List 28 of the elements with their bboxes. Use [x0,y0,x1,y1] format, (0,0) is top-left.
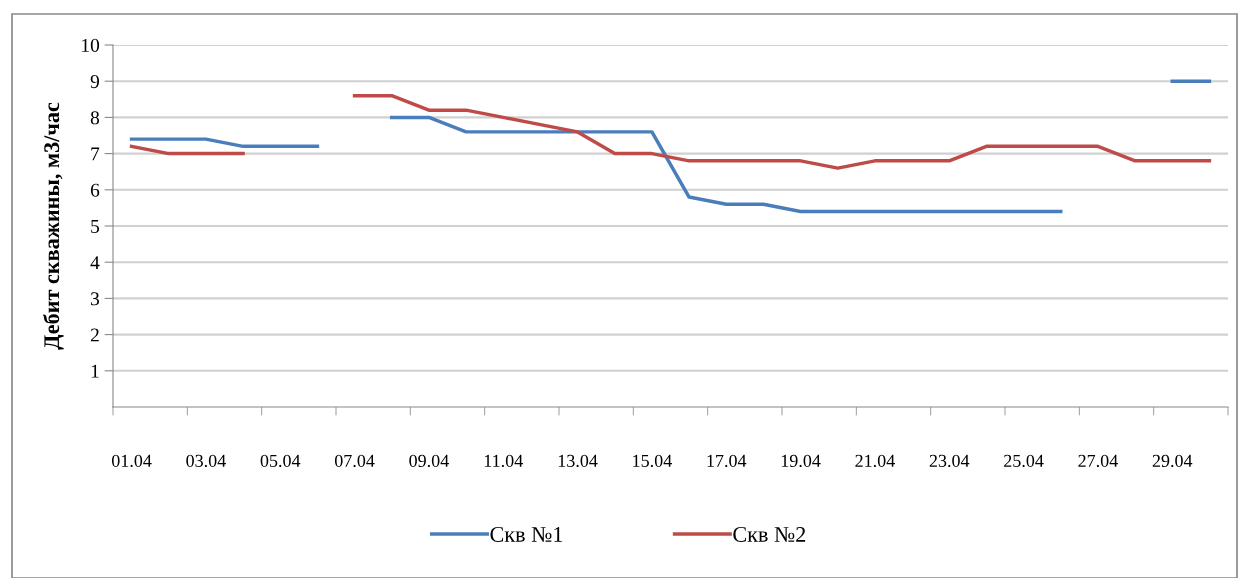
x-tick-label: 01.04 [111,454,152,468]
y-tick-label: 8 [90,111,100,125]
legend-label: Скв №1 [490,526,563,542]
y-tick-label: 1 [91,364,99,378]
legend-label: Скв №2 [733,526,806,542]
y-tick-label: 9 [90,75,100,89]
x-tick-label: 03.04 [186,454,226,468]
x-tick-label: 29.04 [1152,454,1193,468]
y-tick-label: 10 [82,38,100,52]
y-tick-label: 2 [90,328,99,342]
x-tick-label: 19.04 [781,454,821,468]
y-tick-label: 3 [91,292,100,306]
x-tick-label: 11.04 [484,454,523,468]
x-tick-label: 07.04 [334,454,375,468]
x-tick-label: 13.04 [558,454,598,468]
x-tick-label: 25.04 [1004,454,1044,468]
y-tick-label: 5 [91,220,100,233]
y-axis-title: Дебит скважины, м3/час [43,102,64,350]
x-tick-label: 21.04 [855,454,895,468]
x-tick-label: 09.04 [409,454,449,468]
y-tick-label: 7 [91,147,100,161]
y-tick-label: 4 [90,256,100,269]
x-tick-label: 27.04 [1078,454,1118,468]
x-tick-label: 17.04 [707,454,747,468]
x-tick-label: 15.04 [633,454,672,468]
x-tick-label: 05.04 [260,454,301,468]
y-tick-label: 6 [90,183,100,197]
x-tick-label: 23.04 [929,454,970,468]
